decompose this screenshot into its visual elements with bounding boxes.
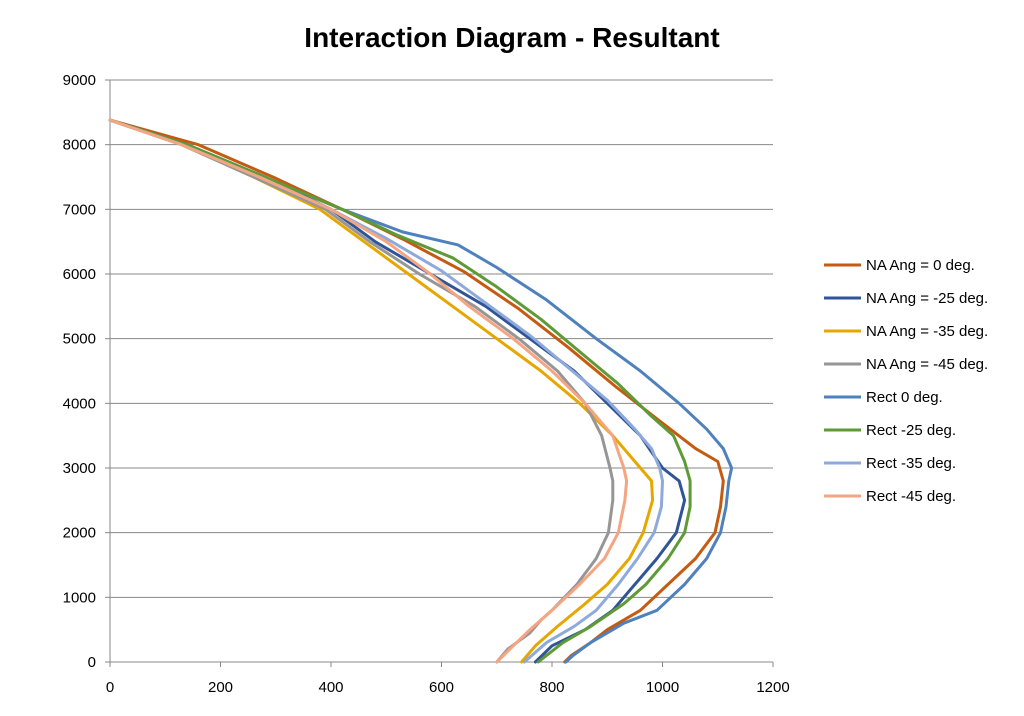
legend-label: NA Ang = -25 deg. [866, 290, 988, 307]
legend-item: Rect -35 deg. [824, 455, 956, 472]
axes: 0 1000 2000 3000 4000 5000 6000 7000 8000 9000 0 20… [63, 72, 790, 696]
legend-item: NA Ang = -25 deg. [824, 290, 988, 307]
legend-item: NA Ang = -35 deg. [824, 323, 988, 340]
x-tick-label: 200 [208, 679, 233, 696]
x-tick-label: 600 [429, 679, 454, 696]
legend-item: Rect -25 deg. [824, 422, 956, 439]
legend: NA Ang = 0 deg. NA Ang = -25 deg. NA Ang =… [824, 257, 988, 505]
x-tick-label: 800 [539, 679, 564, 696]
legend-item: NA Ang = -45 deg. [824, 356, 988, 373]
y-tick-label: 1000 [63, 589, 96, 606]
legend-label: NA Ang = -45 deg. [866, 356, 988, 373]
gridlines [110, 79, 773, 663]
x-tick-label: 1200 [756, 679, 789, 696]
y-tick-label: 0 [88, 654, 96, 671]
y-tick-label: 7000 [63, 201, 96, 218]
legend-item: Rect -45 deg. [824, 488, 956, 505]
x-tick-label: 400 [318, 679, 343, 696]
legend-label: Rect -25 deg. [866, 422, 956, 439]
y-tick-label: 8000 [63, 137, 96, 154]
series-line-6 [108, 118, 692, 664]
y-tick-label: 4000 [63, 395, 96, 412]
legend-item: Rect 0 deg. [824, 389, 943, 406]
x-tick-label: 1000 [646, 679, 679, 696]
series-lines [108, 118, 734, 664]
series-line-5 [108, 118, 734, 664]
y-tick-label: 6000 [63, 266, 96, 283]
x-tick-label: 0 [106, 679, 114, 696]
legend-label: Rect -45 deg. [866, 488, 956, 505]
legend-label: NA Ang = -35 deg. [866, 323, 988, 340]
y-tick-label: 2000 [63, 525, 96, 542]
series-line-8 [108, 118, 629, 664]
y-tick-label: 5000 [63, 331, 96, 348]
legend-label: Rect 0 deg. [866, 389, 943, 406]
legend-label: Rect -35 deg. [866, 455, 956, 472]
y-tick-label: 3000 [63, 460, 96, 477]
y-tick-label: 9000 [63, 72, 96, 89]
legend-item: NA Ang = 0 deg. [824, 257, 975, 274]
legend-label: NA Ang = 0 deg. [866, 257, 975, 274]
chart-title: Interaction Diagram - Resultant [304, 22, 719, 53]
